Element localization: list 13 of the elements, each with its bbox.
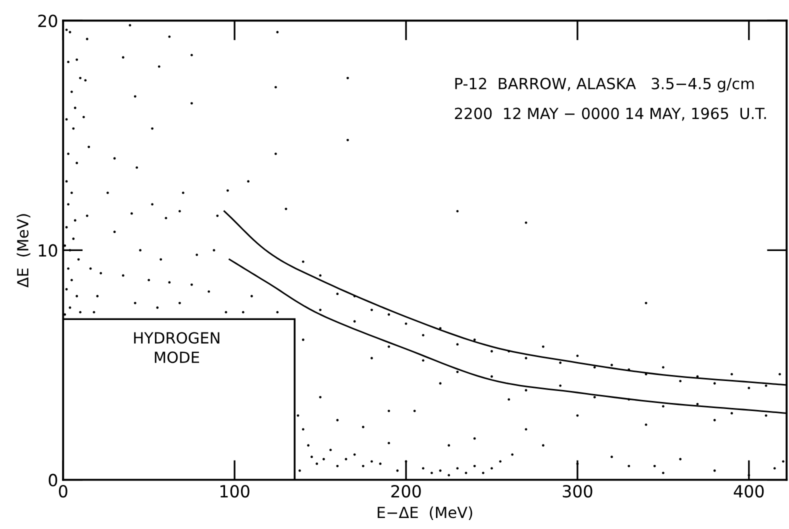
x-tick-label: 100 <box>220 484 250 498</box>
y-axis-title: ΔE (MeV) <box>16 214 30 288</box>
x-tick-label: 0 <box>58 484 68 498</box>
x-axis-title: E−ΔE (MeV) <box>378 506 472 520</box>
y-tick-label: 0 <box>48 474 58 486</box>
x-tick-label: 200 <box>391 484 421 498</box>
x-tick-label: 300 <box>562 484 592 498</box>
y-tick-label: 20 <box>38 14 58 28</box>
annotation: HYDROGEN MODE <box>134 332 220 364</box>
annotation: P-12 BARROW, ALASKA 3.5−4.5 g/cm <box>455 78 754 92</box>
annotation: 2200 12 MAY − 0000 14 MAY, 1965 U.T. <box>454 108 766 121</box>
y-tick-label: 10 <box>38 244 58 257</box>
x-tick-label: 400 <box>734 484 764 498</box>
